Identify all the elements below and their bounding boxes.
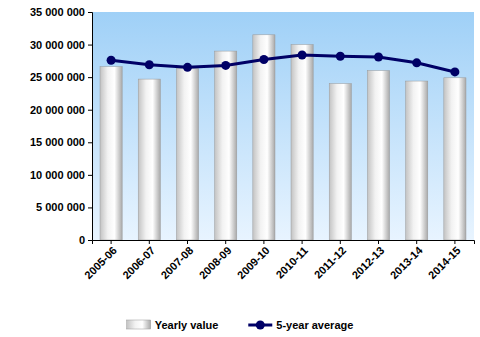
tick: 2007-08 [158, 240, 195, 281]
bar [329, 84, 351, 240]
tick-label: 10 000 000 [30, 169, 85, 181]
tick-label: 2005-06 [82, 244, 119, 281]
tick: 20 000 000 [30, 104, 92, 116]
tick-mark [302, 240, 303, 244]
marker [298, 50, 307, 59]
marker [412, 58, 421, 67]
tick: 2009-10 [235, 240, 272, 281]
tick-mark [263, 240, 264, 244]
bar [100, 67, 122, 240]
bar [138, 79, 160, 240]
legend: Yearly value 5-year average [127, 319, 354, 331]
tick-mark [88, 77, 92, 78]
bar [215, 51, 237, 240]
legend-marker [256, 321, 265, 330]
tick: 25 000 000 [30, 71, 92, 83]
tick: 35 000 000 [30, 6, 92, 18]
tick-label: 2008-09 [197, 244, 234, 281]
tick-mark [416, 240, 417, 244]
tick-mark [88, 142, 92, 143]
tick-label: 15 000 000 [30, 136, 85, 148]
tick-label: 2013-14 [388, 243, 426, 281]
tick-label: 2011-12 [312, 244, 349, 281]
tick: 2006-07 [120, 240, 157, 281]
line [111, 55, 455, 72]
tick: 2005-06 [82, 240, 119, 281]
bar [367, 71, 389, 240]
tick-label: 2007-08 [158, 244, 195, 281]
bar [176, 69, 198, 240]
tick: 2008-09 [197, 240, 234, 281]
tick: 2013-14 [388, 240, 426, 281]
legend-swatch [127, 320, 151, 329]
tick: 10 000 000 [30, 169, 92, 181]
marker [336, 52, 345, 61]
marker [259, 55, 268, 64]
tick-mark [111, 240, 112, 244]
bar [253, 35, 275, 240]
legend-item: Yearly value [127, 319, 219, 331]
tick-label: 30 000 000 [30, 39, 85, 51]
plot: 0 5 000 000 10 000 000 15 000 000 20 000 000… [30, 6, 475, 281]
tick-label: 5 000 000 [36, 201, 85, 213]
tick-mark [454, 240, 455, 244]
legend-item: 5-year average [248, 319, 353, 331]
tick: 5 000 000 [36, 201, 92, 213]
tick-mark [149, 240, 150, 244]
marker [221, 61, 230, 70]
axis-line [93, 241, 475, 245]
tick-mark [88, 12, 92, 13]
tick-label: 20 000 000 [30, 104, 85, 116]
tick: 0 [79, 234, 92, 246]
legend-label: 5-year average [276, 319, 353, 331]
bar-series [100, 35, 466, 240]
tick: 30 000 000 [30, 39, 92, 51]
tick-mark [88, 207, 92, 208]
tick-label: 2006-07 [120, 244, 157, 281]
x-axis: 2005-062006-072007-082008-092009-102010-… [82, 240, 475, 281]
tick-label: 2014-15 [426, 244, 463, 281]
marker [374, 52, 383, 61]
tick-label: 25 000 000 [30, 71, 85, 83]
marker [107, 56, 116, 65]
bar [406, 81, 428, 240]
bar [444, 78, 466, 240]
marker [450, 67, 459, 76]
tick-mark [88, 110, 92, 111]
tick-mark [187, 240, 188, 244]
marker-series [107, 50, 460, 76]
chart: 0 5 000 000 10 000 000 15 000 000 20 000 000… [0, 0, 480, 337]
axis-line [88, 13, 93, 241]
plot-background [92, 12, 474, 240]
tick: 2012-13 [349, 240, 386, 281]
tick-mark [225, 240, 226, 244]
y-axis: 0 5 000 000 10 000 000 15 000 000 20 000 000… [30, 6, 93, 246]
marks [100, 35, 466, 240]
tick-label: 35 000 000 [30, 6, 85, 18]
tick-mark [88, 45, 92, 46]
marker [183, 63, 192, 72]
tick: 2010-11 [273, 240, 310, 281]
tick-label: 2012-13 [349, 244, 386, 281]
tick: 2011-12 [312, 240, 349, 281]
tick-mark [88, 240, 92, 241]
tick-mark [340, 240, 341, 244]
marker [145, 60, 154, 69]
legend-label: Yearly value [155, 319, 219, 331]
tick: 2014-15 [426, 240, 463, 281]
tick-mark [88, 175, 92, 176]
tick-label: 2009-10 [235, 244, 272, 281]
tick-mark [378, 240, 379, 244]
tick-label: 0 [79, 234, 85, 246]
bar [291, 45, 313, 240]
tick: 15 000 000 [30, 136, 92, 148]
tick-label: 2010-11 [273, 244, 310, 281]
